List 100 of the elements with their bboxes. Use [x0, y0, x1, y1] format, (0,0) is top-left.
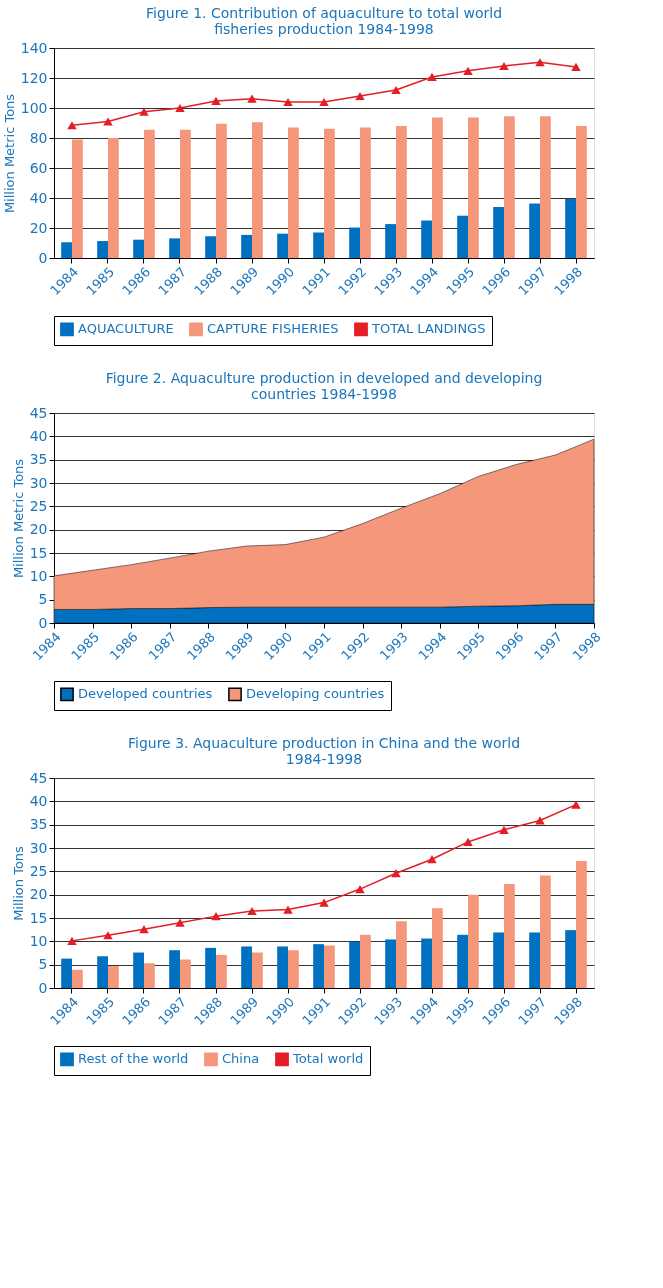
point — [319, 97, 329, 107]
point — [535, 58, 545, 67]
point — [355, 884, 365, 894]
bar — [169, 950, 180, 988]
y-tick-label: 60 — [29, 159, 48, 176]
point — [103, 931, 113, 940]
y-tick-label: 25 — [29, 862, 48, 879]
point — [571, 62, 581, 72]
y-tick-label: 100 — [20, 99, 48, 116]
chart-title: Figure 2. Aquaculture production in developed and developing countries 1984-1998 — [105, 370, 543, 402]
point — [139, 107, 149, 116]
y-tick-label: 140 — [20, 39, 48, 56]
y-tick-label: 5 — [38, 956, 48, 973]
legend-label: China — [222, 1051, 260, 1067]
bar — [540, 116, 551, 258]
legend-label: Developed countries — [78, 686, 213, 702]
y-tick-label: 25 — [29, 497, 48, 514]
bar — [61, 242, 72, 258]
bar — [205, 947, 216, 988]
bar — [241, 234, 252, 258]
bar — [576, 126, 587, 258]
bar — [61, 958, 72, 988]
y-tick-label: 5 — [38, 591, 48, 608]
bar — [216, 123, 227, 258]
bar — [72, 969, 83, 988]
bar — [205, 236, 216, 258]
y-tick-label: 15 — [29, 544, 48, 561]
bar — [241, 946, 252, 988]
legend-label: AQUACULTURE — [78, 321, 174, 337]
y-tick-label: 20 — [29, 521, 48, 538]
point — [67, 936, 77, 945]
bar — [108, 966, 119, 988]
point — [355, 91, 365, 101]
bar — [468, 117, 479, 258]
point — [499, 825, 509, 834]
bar — [133, 952, 144, 988]
legend-label: CAPTURE FISHERIES — [207, 321, 339, 337]
y-tick-label: 80 — [29, 129, 48, 146]
y-tick-label: 35 — [29, 451, 48, 468]
y-tick-label: 120 — [20, 69, 48, 86]
y-tick-label: 10 — [29, 567, 48, 584]
point — [535, 816, 545, 825]
point — [499, 61, 509, 71]
point — [427, 72, 437, 82]
bar — [108, 138, 119, 258]
bar — [457, 934, 468, 988]
bar — [468, 894, 479, 988]
bar — [576, 861, 587, 988]
bar — [252, 122, 263, 258]
bar — [313, 232, 324, 258]
bar — [360, 934, 371, 988]
bar — [97, 956, 108, 988]
point — [319, 898, 329, 907]
point — [283, 97, 293, 107]
bar — [169, 238, 180, 258]
legend-label: Rest of the world — [78, 1051, 189, 1067]
bar — [493, 207, 504, 258]
bar — [432, 117, 443, 258]
bar — [144, 963, 155, 988]
y-tick-label: 40 — [29, 427, 48, 444]
bar — [180, 959, 191, 988]
chart-title: Figure 1. Contribution of aquaculture to total world fisheries production 1984-1998 — [145, 5, 503, 37]
y-tick-label: 30 — [29, 474, 48, 491]
y-tick-label: 35 — [29, 816, 48, 833]
bar — [324, 128, 335, 258]
bar — [144, 129, 155, 258]
y-tick-label: 20 — [29, 219, 48, 236]
bar — [252, 952, 263, 988]
bar — [385, 224, 396, 258]
y-axis-title: Million Tons — [10, 845, 26, 921]
y-tick-label: 40 — [29, 189, 48, 206]
point — [571, 800, 581, 809]
bar — [504, 883, 515, 988]
point — [139, 925, 149, 934]
bar — [324, 945, 335, 988]
bar — [216, 954, 227, 988]
y-tick-label: 0 — [38, 614, 48, 631]
bar — [133, 239, 144, 258]
bar — [457, 215, 468, 258]
point — [175, 103, 185, 113]
bar — [396, 126, 407, 258]
bar — [313, 944, 324, 988]
bar — [432, 908, 443, 988]
point — [391, 85, 401, 95]
point — [463, 66, 473, 75]
bar — [529, 203, 540, 258]
bar — [97, 241, 108, 258]
bar — [421, 220, 432, 258]
legend-label: Total world — [292, 1051, 364, 1067]
y-axis-title: Million Metric Tons — [1, 93, 17, 214]
bar — [277, 946, 288, 988]
y-axis-title: Million Metric Tons — [10, 458, 26, 579]
y-tick-label: 45 — [29, 769, 48, 786]
legend-label: TOTAL LANDINGS — [371, 321, 486, 337]
y-tick-label: 20 — [29, 886, 48, 903]
point — [211, 96, 221, 106]
point — [67, 121, 77, 130]
point — [391, 869, 401, 878]
y-tick-label: 30 — [29, 839, 48, 856]
point — [175, 918, 185, 927]
